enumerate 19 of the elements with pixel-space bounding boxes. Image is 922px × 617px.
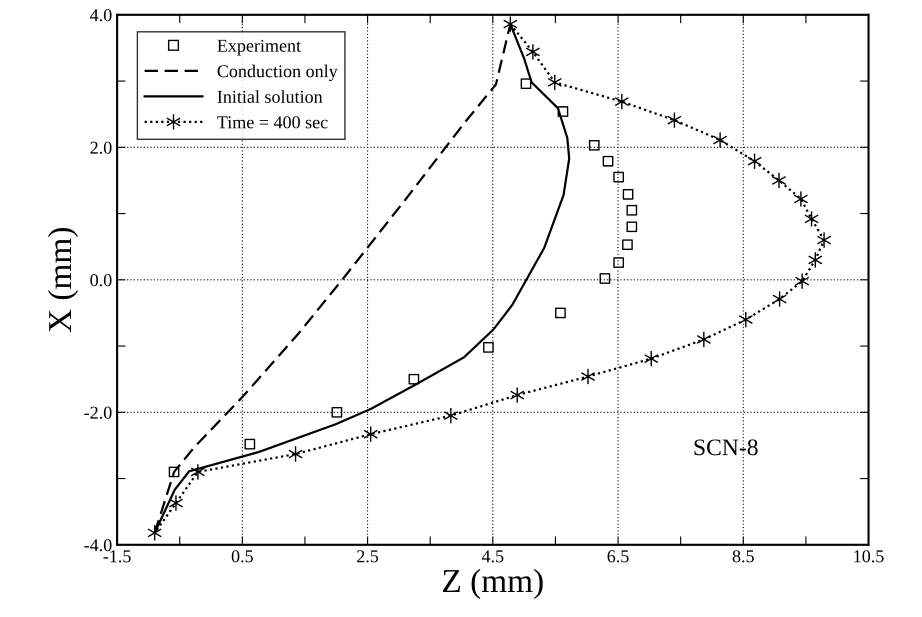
x-tick-label: -1.5	[103, 550, 131, 562]
y-tick-label: -2.0	[84, 406, 112, 419]
x-tick-label: 10.5	[854, 550, 884, 562]
x-axis-title: Z (mm)	[443, 568, 543, 600]
legend-label: Experiment	[217, 40, 301, 56]
x-tick-label: 8.5	[732, 550, 754, 562]
y-tick-label: 0.0	[90, 274, 112, 286]
legend-label: Time = 400 sec	[217, 116, 328, 128]
y-tick-label: 4.0	[90, 9, 112, 22]
legend-label: Conduction only	[218, 64, 338, 82]
y-tick-label: -4.0	[84, 539, 112, 552]
y-tick-label: 2.0	[90, 142, 112, 154]
x-tick-label: 2.5	[357, 550, 378, 562]
annotation: SCN-8	[694, 439, 758, 456]
y-axis-title: X (mm)	[48, 228, 78, 332]
x-tick-label: 4.5	[482, 550, 504, 562]
legend-label: Initial solution	[217, 90, 322, 103]
x-tick-label: 6.5	[608, 550, 629, 562]
x-tick-label: 0.5	[232, 550, 253, 562]
